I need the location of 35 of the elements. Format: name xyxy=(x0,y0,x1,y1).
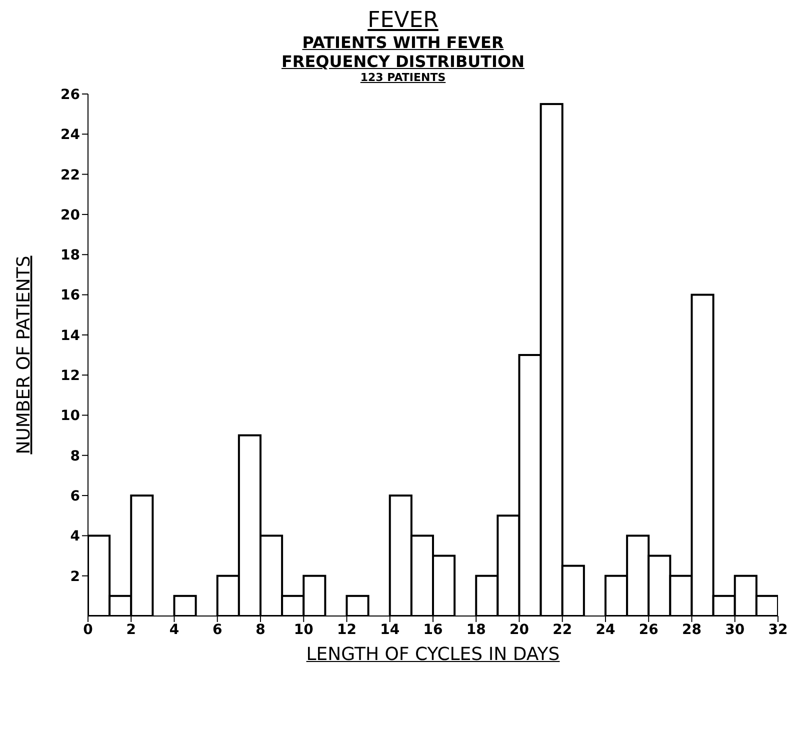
x-tick-label: 4 xyxy=(169,622,180,638)
x-tick-label: 18 xyxy=(466,622,486,638)
y-tick-label: 10 xyxy=(60,408,80,424)
chart-title: FEVER xyxy=(366,8,440,33)
y-tick-label: 4 xyxy=(70,528,80,545)
x-tick-label: 32 xyxy=(768,622,788,638)
text: 123 PATIENTS xyxy=(359,71,447,84)
x-tick-label: 8 xyxy=(256,622,266,638)
x-axis-title: LENGTH OF CYCLES IN DAYS xyxy=(305,644,561,665)
y-tick-label: 16 xyxy=(60,288,80,304)
chart-subtitle: PATIENTS WITH FEVER FREQUENCY DISTRIBUTION xyxy=(280,33,526,71)
x-tick-label: 26 xyxy=(638,622,658,638)
y-tick-label: 8 xyxy=(70,448,80,464)
x-tick-label: 2 xyxy=(126,622,136,638)
y-tick-label: 26 xyxy=(60,86,80,103)
x-tick-label: 30 xyxy=(725,622,745,638)
x-tick-label: 20 xyxy=(510,622,530,638)
x-tick-label: 22 xyxy=(552,622,572,638)
y-tick-label: 6 xyxy=(70,488,80,505)
x-tick-label: 14 xyxy=(380,622,400,638)
y-tick-label: 12 xyxy=(60,368,80,384)
x-tick-label: 10 xyxy=(294,622,314,638)
x-tick-label: 6 xyxy=(212,622,222,638)
y-tick-label: 22 xyxy=(60,167,80,184)
x-tick-label: 24 xyxy=(596,622,616,638)
y-tick-label: 14 xyxy=(60,328,80,344)
x-tick-label: 0 xyxy=(83,622,94,638)
y-tick-label: 2 xyxy=(70,568,80,585)
y-tick-label: 18 xyxy=(60,248,80,264)
x-tick-label: 28 xyxy=(682,622,702,638)
y-axis-title: NUMBER OF PATIENTS xyxy=(13,256,34,454)
y-tick-label: 24 xyxy=(60,127,80,144)
x-tick-label: 12 xyxy=(337,622,356,638)
x-tick-label: 16 xyxy=(423,622,443,638)
y-tick-label: 20 xyxy=(60,207,80,224)
